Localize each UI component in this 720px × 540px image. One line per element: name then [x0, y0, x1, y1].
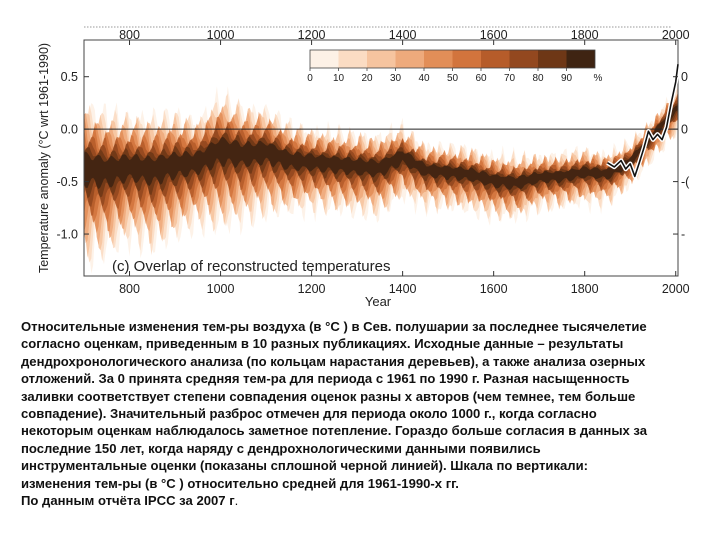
top-tick-label: 800: [119, 28, 140, 42]
colorbar-unit: %: [594, 73, 603, 84]
caption-text: Относительные изменения тем-ры воздуха (…: [21, 319, 648, 491]
temperature-reconstruction-chart: 800 1000 1200 1400 1600 1800 2000 0 10 20 30 40 50 6…: [37, 26, 690, 309]
x-tick-label: 1600: [480, 282, 508, 296]
colorbar-tick-label: 60: [475, 73, 487, 84]
y-tick-label: 0.0: [61, 123, 78, 137]
right-tick-label: -(: [681, 175, 690, 189]
instrumental-line: [606, 63, 681, 179]
x-tick-label: 1200: [298, 282, 326, 296]
top-tick-label: 1400: [389, 28, 417, 42]
plot-frame: [83, 39, 679, 277]
instrumental-series: [606, 63, 679, 178]
y-tick-label: -0.5: [56, 175, 78, 189]
y-tick-label: -1.0: [56, 228, 78, 242]
x-axis: 800 1000 1200 1400 1600 1800 2000: [119, 271, 690, 296]
figure-caption: Относительные изменения тем-ры воздуха (…: [21, 318, 711, 509]
top-tick-label: 1200: [298, 28, 326, 42]
x-tick-label: 1800: [571, 282, 599, 296]
x-tick-label: 2000: [662, 282, 690, 296]
colorbar-swatch: [310, 50, 339, 68]
colorbar-legend: 0 10 20 30 40 50 60 70 80 90%: [307, 49, 603, 84]
top-tick-label: 1800: [571, 28, 599, 42]
x-tick-label: 800: [119, 282, 140, 296]
overlap-bands: [84, 81, 678, 274]
right-tick-label: -: [681, 228, 685, 242]
right-tick-label: 0: [681, 70, 688, 84]
colorbar-swatch: [566, 50, 595, 68]
colorbar-tick-label: 70: [504, 73, 516, 84]
x-tick-label: 1400: [389, 282, 417, 296]
colorbar-tick-label: 40: [418, 73, 430, 84]
y-axis: 0.5 0.0 -0.5 -1.0: [56, 70, 89, 242]
colorbar-tick-label: 80: [532, 73, 544, 84]
colorbar-tick-label: 30: [390, 73, 402, 84]
colorbar-tick-label: 10: [333, 73, 345, 84]
colorbar-swatch: [367, 50, 396, 68]
right-axis: 0 0 -( -: [673, 70, 690, 242]
colorbar-swatch: [395, 50, 424, 68]
colorbar-swatch: [509, 50, 538, 68]
top-tick-label: 2000: [662, 28, 690, 42]
colorbar-swatch: [481, 50, 510, 68]
caption-source: По данным отчёта IPCC за 2007 г: [21, 493, 235, 509]
colorbar-swatch: [338, 50, 367, 68]
colorbar-tick-label: 50: [447, 73, 459, 84]
colorbar-tick-label: 90: [561, 73, 573, 84]
y-axis-label: Temperature anomaly (°C wrt 1961-1990): [37, 43, 51, 273]
y-tick-label: 0.5: [61, 70, 78, 84]
top-tick-label: 1000: [207, 28, 235, 42]
overlap-band-80: [84, 103, 678, 199]
x-tick-label: 1000: [207, 282, 235, 296]
caption-source-dot: .: [234, 493, 239, 509]
colorbar-swatch: [424, 50, 453, 68]
colorbar-swatch: [452, 50, 481, 68]
top-axis: 800 1000 1200 1400 1600 1800 2000: [119, 28, 690, 45]
colorbar-tick-label: 0: [307, 73, 313, 84]
right-tick-label: 0: [681, 123, 688, 137]
colorbar-swatch: [538, 50, 567, 68]
x-axis-label: Year: [365, 294, 392, 309]
colorbar-tick-label: 20: [361, 73, 373, 84]
top-tick-label: 1600: [480, 28, 508, 42]
panel-label: (c) Overlap of reconstructed temperature…: [112, 258, 390, 275]
